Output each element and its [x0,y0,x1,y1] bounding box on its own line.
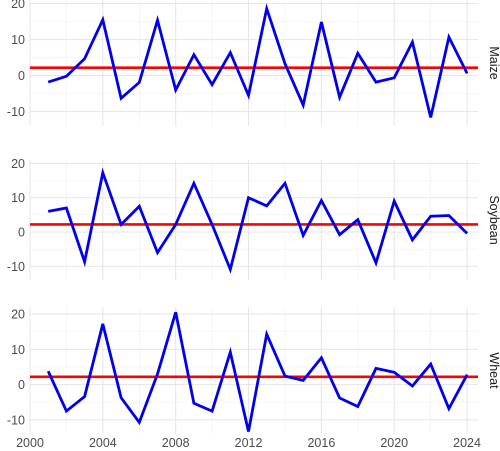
y-tick-label: -10 [7,105,25,119]
x-tick-label: 2016 [307,436,335,450]
y-tick-label: 20 [11,308,25,322]
y-tick-label: 20 [11,0,25,11]
series-line-maize [47,3,469,118]
y-tick-label: 0 [18,226,25,240]
x-tick-label: 2020 [380,436,408,450]
x-tick-label: 2004 [89,436,117,450]
y-tick-label: 0 [18,378,25,392]
y-tick-label: 10 [11,343,25,357]
y-tick-label: 10 [11,191,25,205]
y-tick-label: 20 [11,157,25,171]
y-tick-label: -10 [7,260,25,274]
x-tick-label: 2000 [16,436,44,450]
facet-label: Soybean [487,195,500,244]
series-line-soybean [47,167,469,274]
x-tick-label: 2012 [235,436,263,450]
facet-label: Maize [487,46,500,79]
y-tick-label: 0 [18,69,25,83]
x-tick-label: 2008 [162,436,190,450]
facet-label: Wheat [487,352,500,389]
x-tick-label: 2024 [453,436,481,450]
y-tick-label: 10 [11,33,25,47]
y-tick-label: -10 [7,413,25,427]
series-line-wheat [46,311,469,432]
